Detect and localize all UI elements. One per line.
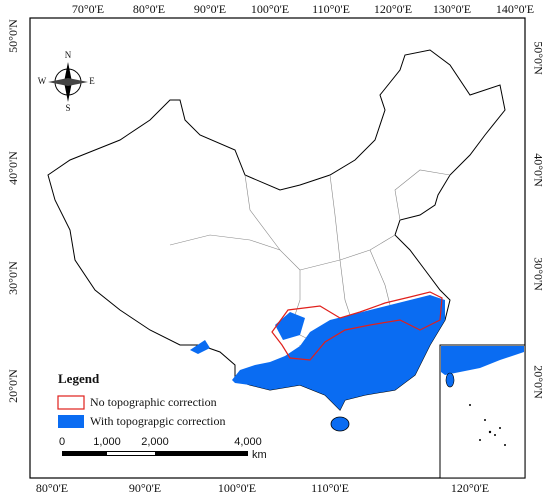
scale-bar: [107, 452, 155, 455]
legend-swatch: [57, 395, 85, 410]
top-axis-label: 100°0'E: [251, 2, 289, 16]
top-axis-label: 110°0'E: [312, 2, 350, 16]
corrected-area: [275, 312, 305, 340]
compass-w: W: [38, 76, 47, 86]
scale-label: 0: [59, 436, 65, 448]
top-axis-label: 140°0'E: [496, 2, 534, 16]
right-axis-label: 40°0'N: [531, 153, 545, 187]
island: [330, 416, 350, 432]
island: [445, 372, 455, 388]
legend-label: With topograpgic correction: [90, 414, 225, 428]
bottom-axis-label: 90°0'E: [129, 481, 161, 495]
legend-swatch: [58, 415, 84, 428]
corrected-area: [232, 295, 445, 410]
compass-n: N: [65, 50, 72, 60]
bottom-axis-label: 100°0'E: [218, 481, 256, 495]
scale-label: 1,000: [93, 436, 121, 448]
right-axis-label: 50°0'N: [531, 41, 545, 75]
compass-s: S: [65, 103, 70, 113]
left-axis-label: 20°0'N: [6, 369, 20, 403]
left-axis-label: 40°0'N: [6, 151, 20, 185]
right-axis-label: 30°0'N: [531, 257, 545, 291]
inset-area: [441, 346, 524, 375]
top-axis-label: 80°0'E: [133, 2, 165, 16]
left-axis-label: 50°0'N: [6, 19, 20, 53]
bottom-axis-label: 110°0'E: [311, 481, 349, 495]
scale-label: 2,000: [141, 436, 169, 448]
scale-unit: km: [252, 449, 267, 461]
top-axis-label: 130°0'E: [433, 2, 471, 16]
corrected-area: [190, 340, 210, 354]
compass-e: E: [89, 76, 95, 86]
legend-title: Legend: [58, 371, 100, 386]
legend-label: No topographic correction: [90, 395, 217, 409]
compass-rose: [48, 62, 88, 102]
top-axis-label: 120°0'E: [374, 2, 412, 16]
bottom-axis-label: 120°0'E: [451, 481, 489, 495]
right-axis-label: 20°0'N: [531, 365, 545, 399]
uncorrected-outline: [271, 291, 443, 361]
inset-islands: [469, 404, 506, 446]
top-axis-label: 90°0'E: [194, 2, 226, 16]
top-axis-label: 70°0'E: [72, 2, 104, 16]
scale-label: 4,000: [234, 436, 262, 448]
left-axis-label: 30°0'N: [6, 261, 20, 295]
bottom-axis-label: 80°0'E: [36, 481, 68, 495]
